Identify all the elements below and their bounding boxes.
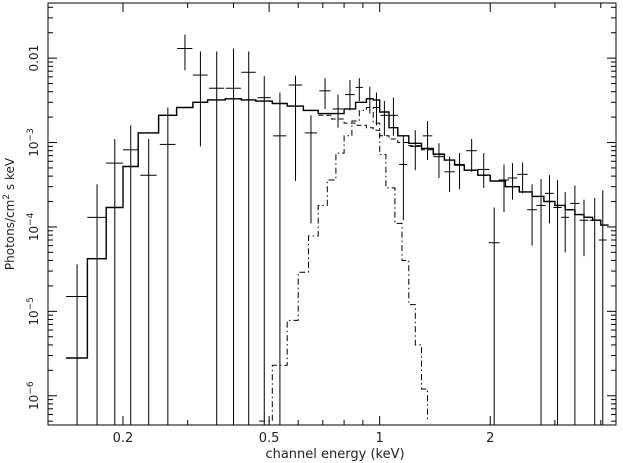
plot-content bbox=[66, 34, 609, 425]
x-tick-label: 0.5 bbox=[259, 431, 280, 446]
y-tick-label-base: 10 bbox=[27, 310, 41, 325]
data-point bbox=[536, 178, 546, 425]
data-point bbox=[366, 86, 374, 114]
data-point bbox=[257, 76, 271, 425]
data-point bbox=[373, 92, 380, 126]
plot-frame bbox=[47, 2, 617, 426]
y-axis-label-sup: 2 bbox=[2, 194, 12, 200]
y-tick-label: 10−4 bbox=[26, 212, 41, 241]
data-point bbox=[122, 125, 139, 425]
data-point bbox=[488, 207, 500, 425]
data-point bbox=[517, 162, 528, 194]
data-point bbox=[273, 92, 287, 425]
data-point bbox=[466, 139, 477, 172]
data-point bbox=[345, 80, 355, 111]
data-point bbox=[87, 184, 107, 425]
data-point bbox=[66, 264, 88, 425]
x-tick-label: 2 bbox=[486, 431, 494, 446]
data-point bbox=[561, 191, 570, 253]
y-axis-label: Photons/cm2 s keV bbox=[2, 157, 17, 270]
data-point bbox=[106, 139, 123, 425]
data-point bbox=[598, 190, 607, 425]
data-point bbox=[477, 153, 490, 188]
data-point bbox=[140, 139, 157, 425]
data-point bbox=[332, 94, 344, 128]
data-point bbox=[304, 115, 317, 224]
data-point bbox=[507, 163, 518, 200]
y-tick-label: 0.01 bbox=[27, 45, 41, 72]
data-point bbox=[579, 199, 589, 257]
y-tick-label-exp: −6 bbox=[26, 381, 36, 395]
x-tick-label: 0.2 bbox=[113, 431, 134, 446]
y-tick-label-base: 10 bbox=[27, 142, 41, 157]
x-axis-label: channel energy (keV) bbox=[265, 447, 404, 462]
data-point bbox=[444, 156, 455, 192]
data-point bbox=[589, 198, 600, 425]
y-tick-label: 10−3 bbox=[26, 128, 41, 157]
data-point bbox=[399, 135, 408, 221]
data-point bbox=[288, 75, 303, 182]
data-point bbox=[388, 97, 398, 136]
model-curve-dash bbox=[66, 98, 609, 359]
data-point bbox=[498, 164, 510, 213]
data-point bbox=[241, 51, 256, 425]
data-point bbox=[433, 143, 445, 178]
data-point bbox=[319, 78, 331, 109]
data-point bbox=[422, 120, 433, 161]
data-point bbox=[380, 101, 389, 136]
y-tick-label-base: 10 bbox=[27, 395, 41, 410]
data-point bbox=[225, 48, 241, 425]
y-axis-label-post: s keV bbox=[3, 157, 17, 194]
y-tick-label: 10−5 bbox=[26, 297, 41, 326]
model-curve-dashdot bbox=[259, 107, 428, 422]
y-tick-label-exp: −5 bbox=[26, 297, 36, 310]
data-point bbox=[527, 184, 537, 246]
y-axis-label-pre: Photons/cm bbox=[3, 200, 17, 270]
data-point bbox=[209, 51, 225, 425]
data-point bbox=[410, 130, 421, 171]
data-point bbox=[355, 78, 363, 102]
data-point bbox=[177, 34, 193, 71]
data-point bbox=[159, 107, 176, 425]
y-tick-label-exp: −3 bbox=[26, 128, 36, 141]
data-point bbox=[192, 51, 208, 147]
data-point bbox=[553, 179, 562, 425]
data-point bbox=[454, 153, 465, 190]
y-tick-label-base: 10 bbox=[27, 226, 41, 241]
axis-ticks bbox=[48, 3, 616, 425]
data-point bbox=[545, 175, 554, 224]
x-tick-label: 1 bbox=[376, 431, 384, 446]
tick-labels: 0.2 0.5 1 210−610−510−410−30.01 bbox=[26, 45, 494, 446]
y-tick-label-exp: −4 bbox=[26, 212, 36, 226]
data-point bbox=[570, 185, 580, 425]
y-tick-label: 10−6 bbox=[26, 381, 41, 410]
